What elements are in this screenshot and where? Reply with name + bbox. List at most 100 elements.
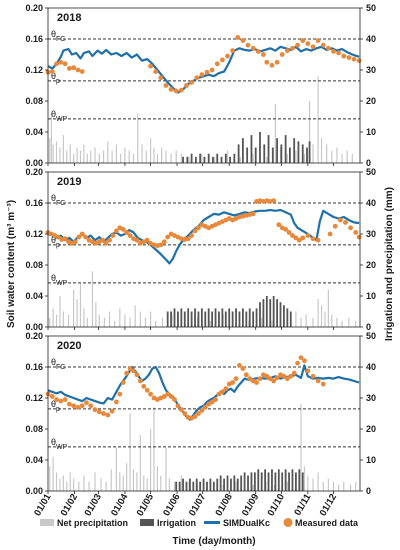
right-tick-label: 30 [366, 65, 376, 75]
left-tick-label: 0.20 [25, 167, 43, 177]
irrigation-bar [253, 472, 256, 491]
right-tick-label: 50 [366, 3, 376, 13]
measured-point [298, 355, 304, 361]
measured-point [110, 233, 116, 238]
precipitation-bar [146, 478, 148, 491]
precipitation-bar [346, 150, 348, 163]
measured-point [320, 381, 326, 387]
x-axis-label: Time (day/month) [172, 536, 255, 547]
left-tick-label: 0.12 [25, 65, 43, 75]
precipitation-bar [55, 141, 58, 163]
irrigation-bar [228, 308, 231, 327]
measured-point [62, 397, 68, 402]
precipitation-bar [126, 463, 128, 491]
measured-point [283, 226, 289, 232]
irrigation-bar [269, 299, 272, 327]
measured-point [245, 42, 251, 48]
irrigation-bar [204, 311, 207, 327]
irrigation-bar [277, 469, 280, 491]
measured-point [144, 237, 150, 243]
irrigation-bar [173, 308, 176, 327]
precipitation-bar [201, 153, 203, 163]
precipitation-bar [91, 271, 94, 327]
precipitation-bar [303, 153, 306, 163]
precipitation-bar [52, 144, 54, 163]
precipitation-bar [349, 484, 352, 491]
precipitation-bar [132, 153, 135, 163]
measured-point [209, 399, 215, 405]
precipitation-bar [317, 299, 319, 327]
precipitation-bar [161, 317, 164, 327]
measured-point [286, 230, 292, 235]
measured-point [161, 239, 167, 245]
precipitation-bar [83, 308, 85, 327]
measured-point [105, 412, 111, 418]
measured-point [219, 57, 225, 63]
irrigation-bar [199, 153, 202, 163]
measured-point [178, 87, 184, 93]
irrigation-bar [207, 308, 210, 327]
precipitation-bar [115, 447, 117, 491]
measured-point [290, 233, 295, 238]
irrigation-bar [202, 478, 205, 491]
precipitation-bar [153, 407, 155, 491]
irrigation-bar [197, 311, 200, 327]
irrigation-bar [194, 308, 196, 327]
irrigation-bar [267, 135, 270, 163]
precipitation-bar [128, 150, 130, 163]
left-tick-label: 0.00 [25, 158, 43, 168]
irrigation-bar [229, 156, 231, 163]
precipitation-bar [144, 317, 147, 327]
measured-point [254, 380, 259, 385]
precipitation-bar [107, 141, 109, 163]
precipitation-bar [88, 481, 90, 491]
measured-point [58, 59, 64, 65]
measured-point [233, 376, 239, 382]
irrigation-bar [238, 311, 241, 327]
precipitation-bar [52, 308, 54, 327]
precipitation-bar [266, 156, 268, 163]
measured-point [168, 394, 174, 399]
precipitation-bar [327, 478, 329, 491]
precipitation-bar [95, 302, 97, 327]
measured-point [109, 408, 115, 414]
irrigation-bar [240, 475, 243, 491]
measured-point [255, 49, 261, 54]
precipitation-bar [341, 320, 343, 327]
measured-point [55, 234, 61, 240]
precipitation-bar [139, 311, 141, 327]
measured-point [158, 242, 164, 248]
measured-point [214, 61, 220, 67]
precipitation-bar [331, 314, 333, 327]
precipitation-bar [66, 150, 68, 163]
irrigation-bar [284, 135, 287, 163]
precipitation-bar [129, 317, 131, 327]
measured-point [279, 52, 285, 57]
irrigation-bar [254, 147, 257, 163]
precipitation-bar [119, 308, 121, 327]
precipitation-bar [76, 147, 78, 163]
precipitation-bar [165, 150, 167, 163]
measured-point [72, 239, 78, 245]
measured-point [113, 228, 119, 234]
simdualkc-line [47, 45, 360, 94]
x-tick-label: 01/03 [83, 492, 104, 518]
measured-point [230, 380, 236, 385]
measured-point [235, 35, 241, 40]
measured-point [192, 228, 198, 234]
precipitation-bar [76, 299, 78, 327]
precipitation-bar [83, 144, 85, 163]
precipitation-bar [188, 156, 190, 163]
precipitation-bar [160, 475, 162, 491]
measured-point [75, 404, 81, 410]
right-tick-label: 20 [366, 260, 376, 270]
measured-point [271, 198, 277, 204]
measured-point [336, 50, 342, 56]
threshold-label: θFC [51, 193, 65, 207]
measured-point [189, 80, 195, 85]
precipitation-bar [153, 147, 155, 163]
x-tick-label: 01/07 [187, 492, 208, 518]
measured-point [131, 368, 136, 374]
measured-point [337, 217, 343, 223]
precipitation-bar [320, 305, 323, 327]
